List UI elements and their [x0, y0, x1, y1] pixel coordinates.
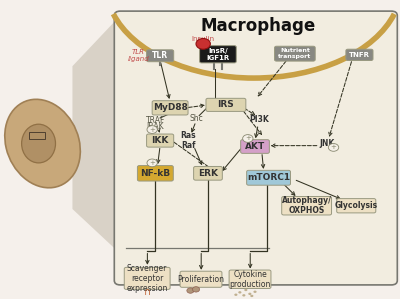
FancyBboxPatch shape — [229, 270, 271, 289]
FancyBboxPatch shape — [138, 166, 173, 181]
FancyBboxPatch shape — [274, 46, 315, 61]
Text: JNK: JNK — [319, 139, 334, 148]
Text: +: + — [149, 160, 155, 166]
Circle shape — [250, 295, 254, 297]
FancyBboxPatch shape — [124, 267, 170, 289]
Polygon shape — [72, 16, 120, 254]
Circle shape — [328, 144, 339, 151]
Text: Shc: Shc — [189, 114, 203, 123]
Text: AKT: AKT — [245, 142, 265, 151]
Text: TRAF: TRAF — [146, 116, 165, 125]
Circle shape — [147, 126, 157, 133]
FancyBboxPatch shape — [337, 199, 376, 213]
Ellipse shape — [5, 99, 80, 188]
Text: +: + — [149, 126, 155, 132]
Text: MyD88: MyD88 — [153, 103, 188, 112]
Text: Glycolysis: Glycolysis — [335, 201, 378, 210]
Circle shape — [192, 287, 200, 292]
FancyBboxPatch shape — [206, 98, 246, 112]
FancyBboxPatch shape — [194, 167, 222, 180]
Text: PI3K: PI3K — [249, 115, 269, 124]
Text: +: + — [245, 135, 251, 141]
FancyBboxPatch shape — [346, 49, 373, 60]
Text: ERK: ERK — [198, 169, 218, 178]
Text: Nutrient
transport: Nutrient transport — [278, 48, 312, 59]
Ellipse shape — [22, 124, 56, 163]
Text: +: + — [330, 144, 336, 150]
Text: Proliferation: Proliferation — [178, 275, 224, 284]
Text: Insulin: Insulin — [192, 36, 215, 42]
FancyBboxPatch shape — [247, 170, 290, 185]
Text: TNFR: TNFR — [349, 52, 370, 58]
Text: InsR/
IGF1R: InsR/ IGF1R — [206, 48, 230, 61]
Circle shape — [242, 294, 246, 297]
FancyBboxPatch shape — [241, 140, 269, 153]
Circle shape — [196, 39, 210, 49]
FancyBboxPatch shape — [282, 196, 332, 215]
Text: Autophagy/
OXPHOS: Autophagy/ OXPHOS — [282, 196, 332, 215]
Circle shape — [244, 289, 248, 291]
FancyBboxPatch shape — [152, 101, 188, 115]
Circle shape — [238, 291, 242, 294]
Text: TLR
ligand: TLR ligand — [127, 49, 149, 62]
FancyBboxPatch shape — [146, 50, 174, 62]
Text: mTORC1: mTORC1 — [247, 173, 290, 182]
Text: Scavenger
receptor
expression: Scavenger receptor expression — [126, 264, 168, 293]
Circle shape — [147, 159, 157, 167]
Text: IKK: IKK — [152, 136, 169, 145]
Text: ∩: ∩ — [144, 287, 151, 297]
Text: IRS: IRS — [218, 100, 234, 109]
Text: IRAK: IRAK — [146, 122, 164, 131]
Circle shape — [187, 288, 194, 293]
Text: Cytokine
production: Cytokine production — [229, 270, 271, 289]
Circle shape — [243, 135, 253, 142]
FancyBboxPatch shape — [114, 11, 397, 285]
Circle shape — [254, 291, 257, 293]
Text: Ras
Raf: Ras Raf — [180, 131, 196, 150]
Circle shape — [234, 294, 238, 296]
FancyBboxPatch shape — [180, 271, 222, 287]
Text: TLR: TLR — [152, 51, 168, 60]
Circle shape — [248, 293, 252, 295]
Text: Macrophage: Macrophage — [200, 17, 316, 35]
Text: NF-kB: NF-kB — [140, 169, 170, 178]
FancyBboxPatch shape — [200, 46, 236, 63]
FancyBboxPatch shape — [146, 134, 174, 147]
